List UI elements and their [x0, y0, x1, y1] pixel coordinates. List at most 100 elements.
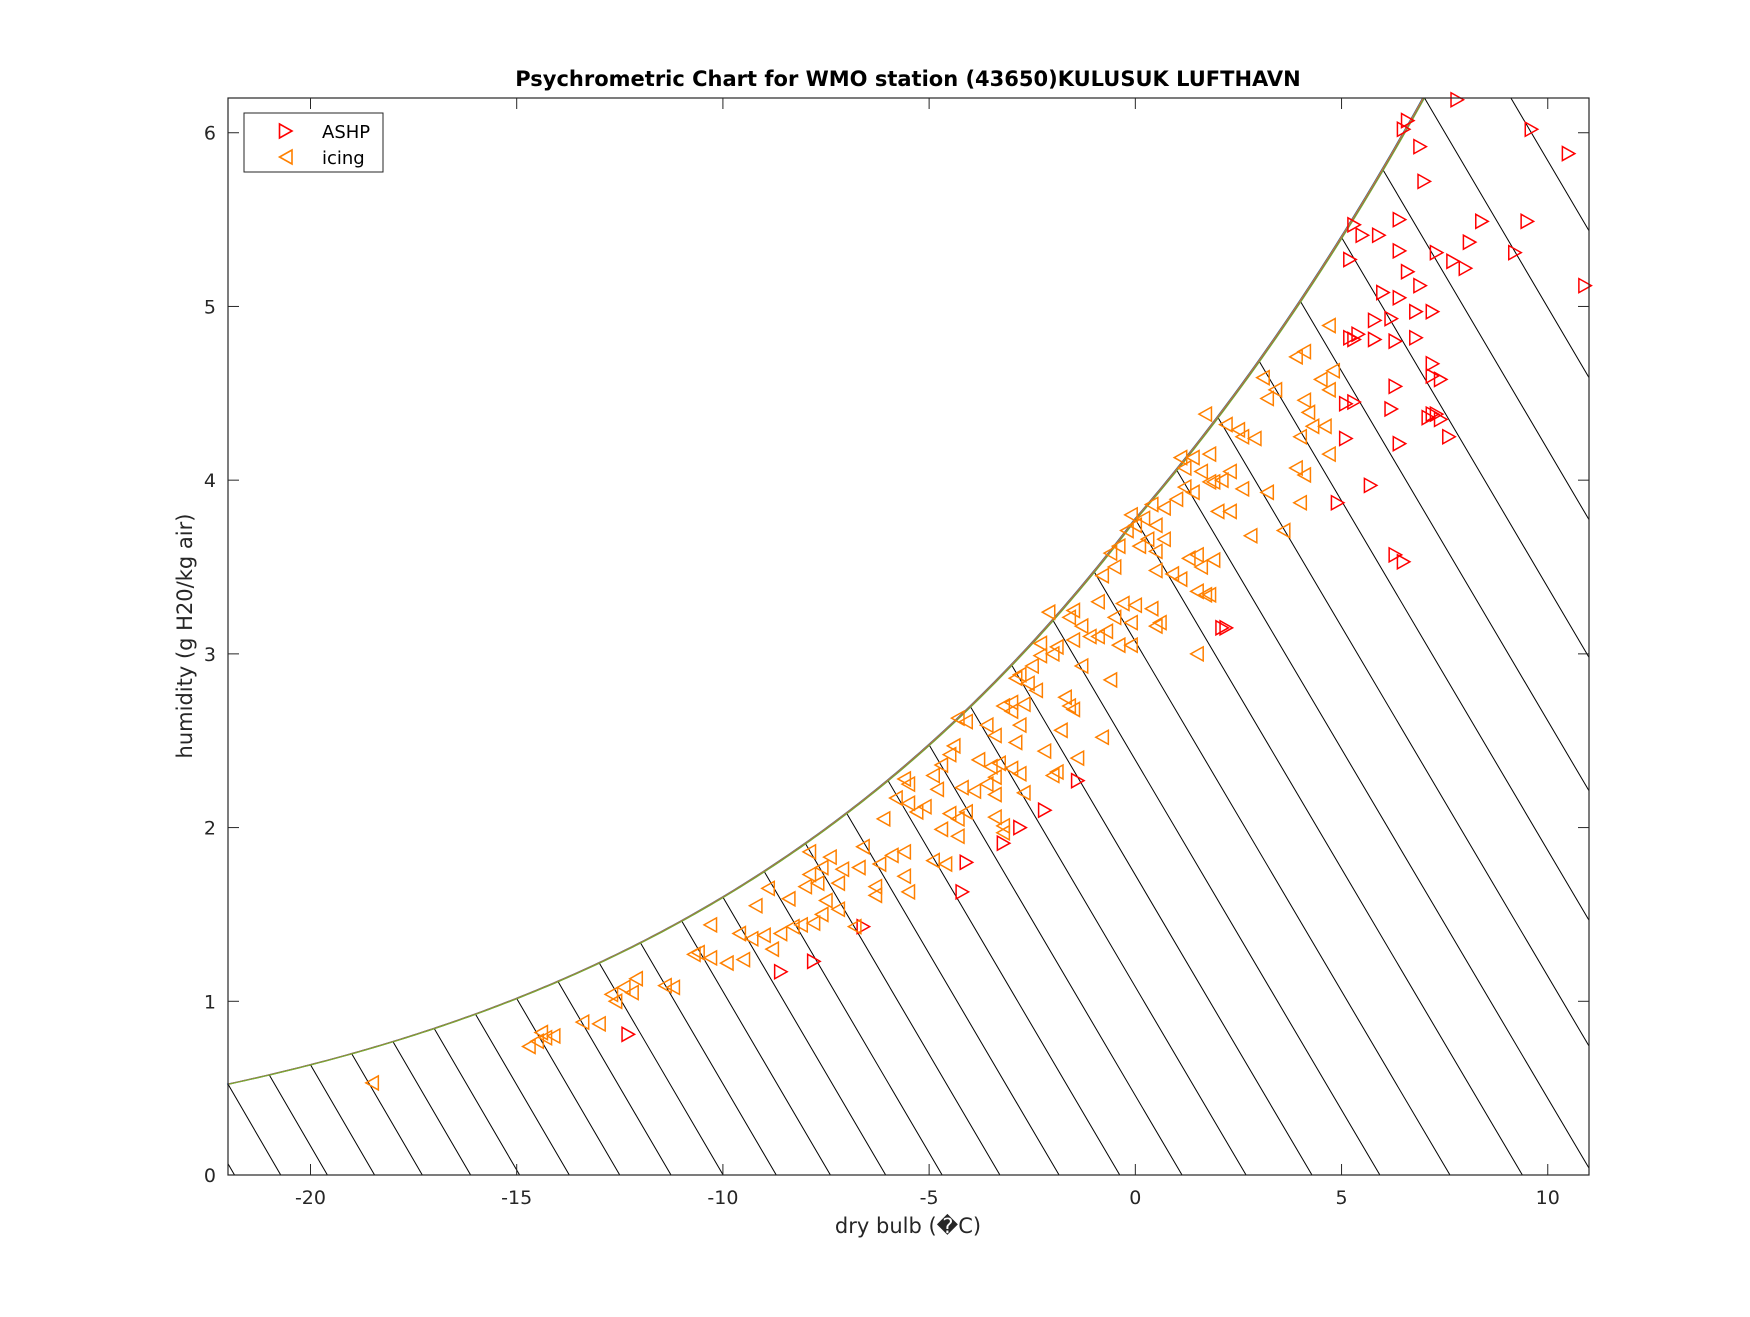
data-point [801, 866, 817, 883]
data-point [1094, 567, 1110, 584]
data-point [991, 755, 1006, 772]
data-point [1288, 348, 1303, 366]
data-point [937, 855, 953, 873]
data-point [1003, 702, 1019, 720]
data-point [731, 925, 747, 942]
data-point [958, 713, 973, 730]
data-point [1371, 226, 1387, 244]
data-point [1197, 405, 1213, 423]
enthalpy-line [227, 1163, 235, 1176]
data-point [1275, 522, 1291, 539]
data-point [1070, 772, 1086, 789]
data-point [958, 803, 973, 821]
data-point [850, 859, 866, 876]
enthalpy-line [392, 1041, 472, 1176]
enthalpy-line [681, 920, 831, 1176]
data-point [615, 979, 631, 996]
data-point [1189, 645, 1204, 663]
data-point [1338, 395, 1354, 413]
data-point [1222, 503, 1237, 520]
data-point [756, 927, 771, 944]
data-point [1024, 657, 1039, 675]
data-point [813, 906, 829, 923]
data-point [1119, 522, 1134, 539]
data-point [1321, 317, 1336, 334]
data-point [1392, 289, 1408, 307]
data-point [1065, 602, 1081, 619]
data-point [1044, 767, 1060, 784]
enthalpy-line [1258, 360, 1590, 921]
data-point [686, 946, 701, 963]
data-point [987, 768, 1002, 786]
data-point [1292, 494, 1308, 512]
data-point [809, 874, 825, 892]
data-point [1102, 544, 1118, 562]
data-point [1168, 490, 1184, 508]
data-point [772, 925, 788, 942]
data-point [1234, 428, 1250, 446]
data-point [1139, 530, 1155, 548]
data-point [702, 916, 718, 934]
data-point [933, 821, 949, 838]
data-point [1061, 609, 1077, 626]
data-point [1156, 530, 1171, 548]
data-point [1193, 463, 1209, 480]
data-point [1065, 701, 1081, 718]
series-icing [364, 317, 1341, 1092]
saturation-curves [226, 97, 1426, 1085]
data-point [747, 897, 763, 915]
y-tick-label: 6 [204, 123, 216, 145]
data-point [908, 803, 924, 821]
data-point [916, 798, 932, 816]
data-point [1011, 666, 1027, 683]
enthalpy-lines [227, 97, 1590, 1176]
data-point [1409, 329, 1424, 346]
data-point [813, 859, 829, 876]
x-axis-label: dry bulb (�C) [835, 1213, 981, 1238]
data-point [1392, 435, 1408, 452]
data-point [883, 847, 899, 864]
data-point [1044, 645, 1060, 663]
y-tick-label: 1 [204, 991, 216, 1013]
data-point [1152, 614, 1167, 631]
data-point [1343, 251, 1358, 268]
x-tick-label: -20 [295, 1187, 326, 1209]
data-point [959, 854, 975, 871]
enthalpy-line [1011, 664, 1313, 1176]
data-point [1013, 819, 1028, 836]
data-point [1388, 546, 1404, 564]
data-point [1172, 449, 1188, 466]
data-point [896, 843, 912, 861]
data-point [1193, 558, 1209, 576]
data-point [1508, 244, 1523, 261]
data-point [1007, 734, 1023, 751]
data-point [764, 940, 780, 958]
data-point [1127, 596, 1143, 614]
enthalpy-line [227, 1083, 282, 1176]
enthalpy-line [475, 1013, 570, 1176]
data-point [1090, 628, 1105, 645]
data-point [830, 900, 846, 918]
data-point [1259, 390, 1275, 407]
data-point [1048, 763, 1064, 781]
data-point [871, 855, 887, 873]
data-point [621, 1026, 637, 1043]
data-point [834, 860, 850, 878]
data-point [1003, 760, 1019, 777]
data-point [1475, 213, 1490, 230]
x-tick-label: 10 [1536, 1187, 1560, 1209]
data-point [806, 953, 822, 970]
data-point [1425, 303, 1441, 320]
data-point [1147, 617, 1163, 635]
data-point [1011, 716, 1027, 734]
data-point [1367, 331, 1383, 348]
y-tick-label: 5 [204, 296, 216, 318]
data-point [941, 805, 957, 822]
data-point [1040, 603, 1056, 621]
data-point [1267, 381, 1283, 399]
data-point [1343, 329, 1358, 346]
data-point [1147, 543, 1163, 560]
legend-ashp-label: ASHP [322, 122, 370, 143]
data-point [1421, 409, 1437, 426]
